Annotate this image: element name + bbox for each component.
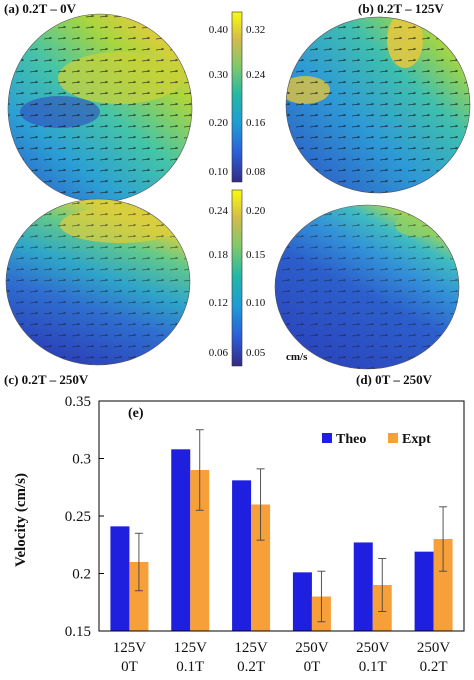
panel-a-label: (a) 0.2T – 0V bbox=[4, 1, 77, 16]
legend-swatch-theo bbox=[322, 433, 332, 443]
y-axis-label: Velocity (cm/s) bbox=[13, 473, 29, 567]
x-category-label: 250V bbox=[417, 640, 451, 656]
colorbar-bottom-left-tick: 0.18 bbox=[209, 249, 229, 261]
bar-theo bbox=[353, 542, 373, 631]
legend-label-expt: Expt bbox=[402, 432, 431, 447]
bars bbox=[110, 429, 453, 631]
panel-b-border bbox=[285, 16, 471, 194]
y-tick-label: 0.25 bbox=[65, 509, 91, 525]
panel-c: (c) 0.2T – 250V bbox=[4, 198, 191, 387]
colorbar-bottom-right-tick: 0.15 bbox=[246, 249, 266, 261]
panel-d: (d) 0T – 250V bbox=[274, 204, 460, 387]
x-category-label: 0T bbox=[304, 659, 321, 675]
panel-c-border bbox=[5, 198, 191, 366]
colorbar-top-right-tick: 0.08 bbox=[246, 166, 266, 178]
plot-frame bbox=[98, 400, 465, 632]
bar-theo bbox=[171, 449, 191, 631]
panel-d-vectors bbox=[275, 205, 459, 369]
legend: Theo Expt bbox=[322, 432, 431, 447]
colorbar-bottom-right-tick: 0.10 bbox=[246, 297, 266, 309]
colorbar-top-left-tick: 0.10 bbox=[209, 166, 229, 178]
y-tick-label: 0.3 bbox=[72, 452, 91, 468]
legend-label-theo: Theo bbox=[336, 432, 366, 447]
panel-b-label: (b) 0.2T – 125V bbox=[358, 1, 444, 16]
bar-chart: (e) Velocity (cm/s) 0.15 0.2 0.25 0.3 0.35 1… bbox=[13, 394, 465, 675]
colorbar-bottom-right-tick: 0.05 bbox=[246, 347, 266, 359]
x-category-label: 125V bbox=[113, 640, 147, 656]
y-tick-label: 0.15 bbox=[65, 624, 91, 640]
y-tick-label: 0.2 bbox=[72, 567, 91, 583]
y-axis-ticks: 0.15 0.2 0.25 0.3 0.35 bbox=[65, 394, 104, 640]
colorbar-top-left-tick: 0.40 bbox=[209, 24, 229, 36]
colorbar-bottom-left-tick: 0.24 bbox=[209, 205, 229, 217]
bar-theo bbox=[110, 526, 130, 631]
x-category-label: 0.2T bbox=[420, 659, 448, 675]
panel-a: (a) 0.2T – 0V bbox=[4, 1, 193, 203]
panel-a-vectors bbox=[8, 14, 192, 202]
colorbar-top-right-tick: 0.16 bbox=[246, 117, 266, 129]
colorbar-top-left-tick: 0.20 bbox=[209, 117, 229, 129]
chart-panel-label: (e) bbox=[128, 406, 144, 421]
colorbar-top-right-tick: 0.24 bbox=[246, 69, 266, 81]
x-category-label: 0.1T bbox=[359, 659, 387, 675]
colorbar-unit: cm/s bbox=[286, 351, 308, 363]
colorbars: 0.40 0.30 0.20 0.10 0.24 0.18 0.12 0.06 … bbox=[209, 11, 308, 367]
panel-d-label: (d) 0T – 250V bbox=[356, 372, 433, 387]
panel-c-label: (c) 0.2T – 250V bbox=[4, 372, 89, 387]
colorbar-bottom-left-tick: 0.12 bbox=[209, 297, 228, 309]
x-category-label: 250V bbox=[356, 640, 390, 656]
colorbar-bottom bbox=[231, 189, 243, 367]
colorbar-top bbox=[231, 11, 243, 183]
bar-expt bbox=[433, 539, 453, 631]
colorbar-top-right-tick: 0.32 bbox=[246, 24, 265, 36]
legend-swatch-expt bbox=[388, 433, 398, 443]
x-category-label: 0T bbox=[121, 659, 138, 675]
colorbar-top-left-tick: 0.30 bbox=[209, 69, 229, 81]
bar-theo bbox=[292, 572, 312, 631]
x-category-label: 0.2T bbox=[237, 659, 265, 675]
colorbar-bottom-left-tick: 0.06 bbox=[209, 347, 229, 359]
colorbar-bottom-right-tick: 0.20 bbox=[246, 205, 266, 217]
bar-expt bbox=[129, 562, 149, 631]
bar-theo bbox=[414, 551, 434, 631]
x-axis-labels: 125V 0T 125V 0.1T 125V 0.2T 250V 0T 250V 0.1T 250V… bbox=[113, 640, 451, 675]
y-tick-label: 0.35 bbox=[65, 394, 91, 410]
x-category-label: 125V bbox=[174, 640, 208, 656]
bar-theo bbox=[232, 480, 252, 631]
bar-expt bbox=[190, 470, 210, 631]
x-category-label: 0.1T bbox=[176, 659, 204, 675]
panel-c-vectors bbox=[6, 199, 190, 365]
x-category-label: 250V bbox=[295, 640, 329, 656]
panel-d-border bbox=[274, 204, 460, 370]
panel-b-vectors bbox=[286, 17, 470, 193]
panel-b: (b) 0.2T – 125V bbox=[285, 1, 471, 194]
x-category-label: 125V bbox=[234, 640, 268, 656]
bar-expt bbox=[251, 504, 271, 631]
